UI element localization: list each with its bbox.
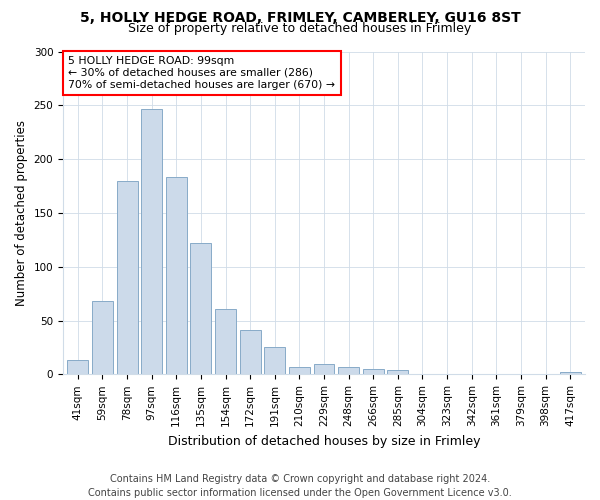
Text: Size of property relative to detached houses in Frimley: Size of property relative to detached ho… — [128, 22, 472, 35]
Bar — [338, 367, 359, 374]
Bar — [289, 367, 310, 374]
Bar — [215, 308, 236, 374]
Bar — [363, 369, 384, 374]
Text: 5, HOLLY HEDGE ROAD, FRIMLEY, CAMBERLEY, GU16 8ST: 5, HOLLY HEDGE ROAD, FRIMLEY, CAMBERLEY,… — [80, 11, 520, 25]
Y-axis label: Number of detached properties: Number of detached properties — [15, 120, 28, 306]
Bar — [92, 301, 113, 374]
Text: 5 HOLLY HEDGE ROAD: 99sqm
← 30% of detached houses are smaller (286)
70% of semi: 5 HOLLY HEDGE ROAD: 99sqm ← 30% of detac… — [68, 56, 335, 90]
Bar — [116, 180, 137, 374]
Bar — [190, 243, 211, 374]
Bar — [67, 360, 88, 374]
X-axis label: Distribution of detached houses by size in Frimley: Distribution of detached houses by size … — [168, 434, 480, 448]
Bar — [314, 364, 334, 374]
Bar — [166, 178, 187, 374]
Bar — [141, 108, 162, 374]
Bar — [560, 372, 581, 374]
Text: Contains HM Land Registry data © Crown copyright and database right 2024.
Contai: Contains HM Land Registry data © Crown c… — [88, 474, 512, 498]
Bar — [239, 330, 260, 374]
Bar — [265, 348, 285, 374]
Bar — [388, 370, 409, 374]
